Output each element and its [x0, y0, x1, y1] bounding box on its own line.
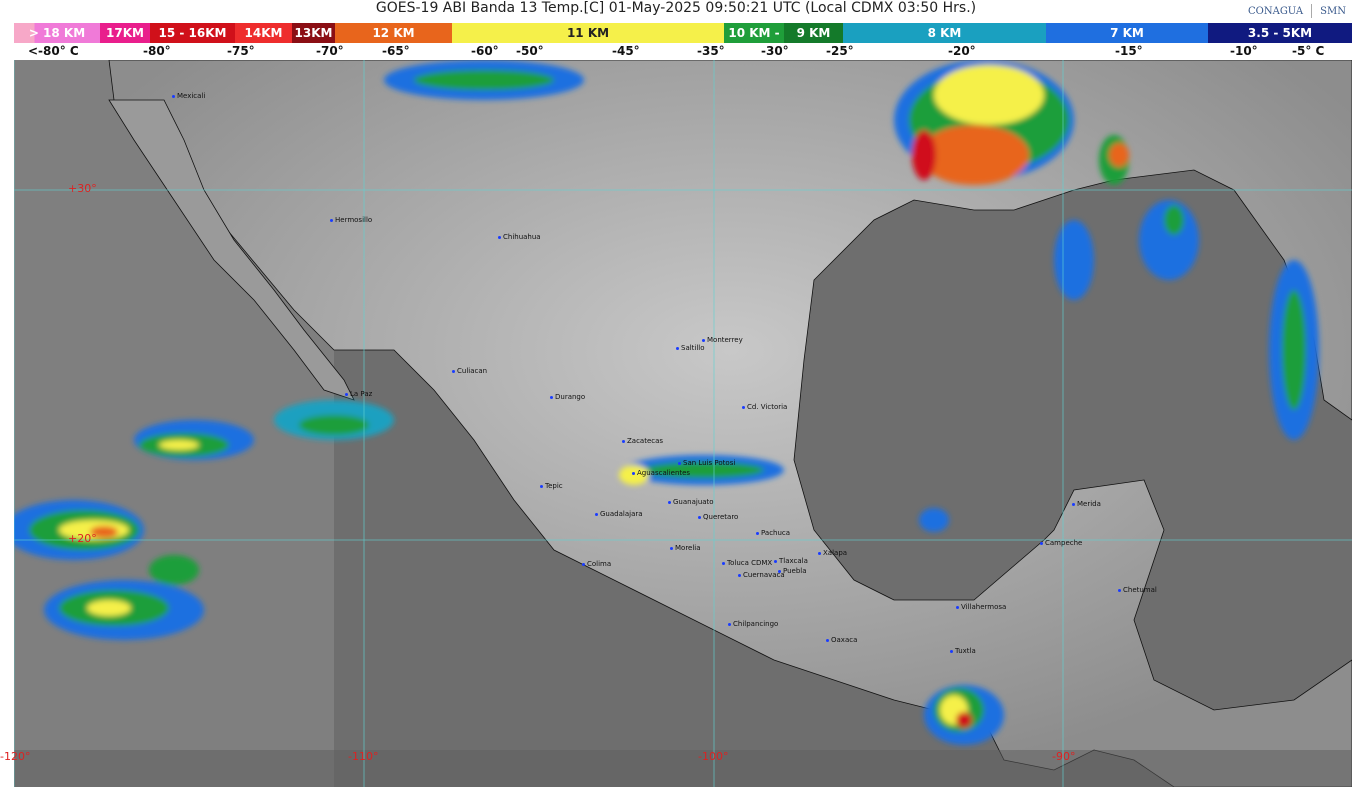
cloud-top — [1109, 143, 1129, 167]
city-label: Merida — [1072, 500, 1101, 508]
scale-segment: 17KM — [100, 23, 150, 43]
cloud-top — [934, 65, 1044, 125]
cloud-top — [149, 555, 199, 585]
smn-logo: SMN — [1320, 5, 1346, 17]
scale-tick-label: <-80° C — [28, 44, 79, 58]
city-label: La Paz — [345, 390, 372, 398]
cloud-top — [912, 130, 936, 180]
city-label: Durango — [550, 393, 585, 401]
lon-label: -120° — [0, 750, 31, 763]
image-title: GOES-19 ABI Banda 13 Temp.[C] 01-May-202… — [375, 0, 977, 16]
city-label: Chihuahua — [498, 233, 541, 241]
scale-segment: 3.5 - 5KM — [1208, 23, 1352, 43]
cloud-top — [299, 415, 369, 435]
city-label: Xalapa — [818, 549, 847, 557]
city-label: Monterrey — [702, 336, 743, 344]
scale-tick-label: -5° C — [1292, 44, 1325, 58]
color-scale-bar: > 18 KM 17KM 15 - 16KM 14KM 13KM 12 KM 11 KM 10… — [14, 23, 1352, 43]
city-label: Oaxaca — [826, 636, 857, 644]
city-label: Aguascalientes — [632, 469, 690, 477]
scale-tick-label: -10° — [1230, 44, 1258, 58]
city-label: Chilpancingo — [728, 620, 778, 628]
city-label: Culiacan — [452, 367, 487, 375]
scale-tick-label: -30° — [761, 44, 789, 58]
scale-tick-label: -80° — [143, 44, 171, 58]
scale-tick-label: -50° — [516, 44, 544, 58]
city-label: Tlaxcala — [774, 557, 808, 565]
logo-divider — [1311, 4, 1313, 18]
city-label: Cd. Victoria — [742, 403, 787, 411]
lon-label: -90° — [1052, 750, 1076, 763]
city-label: Guanajuato — [668, 498, 714, 506]
scale-segment: 7 KM — [1046, 23, 1208, 43]
cloud-top — [919, 125, 1029, 185]
scale-tick-label: -75° — [227, 44, 255, 58]
city-label: Campeche — [1040, 539, 1082, 547]
scale-segment: 15 - 16KM — [150, 23, 235, 43]
city-label: Zacatecas — [622, 437, 663, 445]
scale-segment: 10 KM - — [724, 23, 784, 43]
scale-segment: 12 KM — [335, 23, 452, 43]
cloud-top — [956, 712, 972, 728]
city-label: Puebla — [778, 567, 807, 575]
city-label: San Luis Potosi — [678, 459, 735, 467]
city-label: Cuernavaca — [738, 571, 785, 579]
cloud-top — [1054, 220, 1094, 300]
lon-label: -110° — [348, 750, 379, 763]
city-label: Hermosillo — [330, 216, 372, 224]
city-label: Colima — [582, 560, 611, 568]
scale-segment: 14KM — [235, 23, 292, 43]
scale-tick-label: -45° — [612, 44, 640, 58]
scale-tick-label: -70° — [316, 44, 344, 58]
cloud-top — [159, 440, 199, 450]
scale-segment: 11 KM — [452, 23, 724, 43]
lat-lon-grid — [14, 60, 1352, 787]
southern-ocean — [14, 750, 1352, 787]
logos: CONAGUA SMN — [1248, 4, 1346, 18]
scale-segment: 9 KM — [784, 23, 843, 43]
cloud-top — [919, 508, 949, 532]
city-label: Saltillo — [676, 344, 705, 352]
lat-label: +20° — [68, 532, 97, 545]
cloud-top — [87, 600, 131, 616]
conagua-logo: CONAGUA — [1248, 5, 1304, 17]
scale-segment: 13KM — [292, 23, 335, 43]
cloud-top — [1282, 290, 1306, 410]
landmass-north-america — [108, 60, 1352, 787]
scale-segment: 8 KM — [843, 23, 1046, 43]
scale-tick-label: -60° — [471, 44, 499, 58]
cloud-top — [90, 526, 118, 538]
city-label: Mexicali — [172, 92, 205, 100]
lon-label: -100° — [698, 750, 729, 763]
city-label: Toluca CDMX — [722, 559, 772, 567]
scale-tick-label: -35° — [697, 44, 725, 58]
cloud-top — [1164, 205, 1184, 235]
scale-tick-label: -25° — [826, 44, 854, 58]
lat-label: +30° — [68, 182, 97, 195]
scale-tick-label: -65° — [382, 44, 410, 58]
city-label: Tepic — [540, 482, 563, 490]
city-label: Tuxtla — [950, 647, 976, 655]
city-label: Pachuca — [756, 529, 790, 537]
city-label: Morelia — [670, 544, 701, 552]
satellite-map — [14, 60, 1352, 787]
scale-segment: > 18 KM — [14, 23, 100, 43]
scale-tick-label: -15° — [1115, 44, 1143, 58]
city-label: Queretaro — [698, 513, 738, 521]
city-label: Villahermosa — [956, 603, 1006, 611]
cloud-top — [414, 70, 554, 90]
scale-tick-label: -20° — [948, 44, 976, 58]
city-label: Guadalajara — [595, 510, 643, 518]
city-label: Chetumal — [1118, 586, 1157, 594]
